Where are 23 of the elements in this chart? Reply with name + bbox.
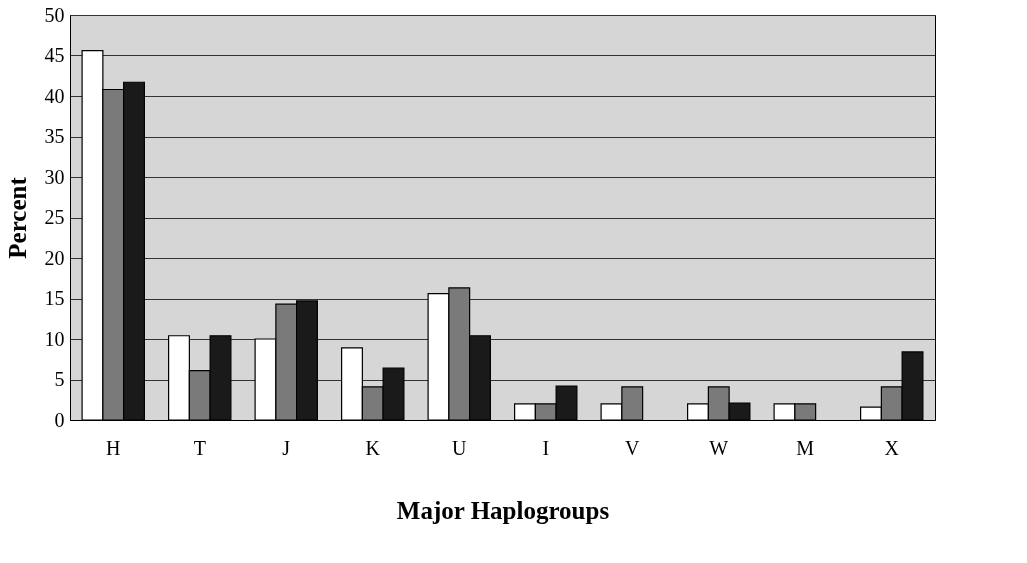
x-axis-title: Major Haplogroups xyxy=(396,496,610,524)
y-tick-label: 30 xyxy=(44,165,65,188)
x-tick-label: W xyxy=(709,436,729,459)
x-tick-label: M xyxy=(796,436,815,459)
y-tick-label: 20 xyxy=(44,246,65,269)
x-tick-label: T xyxy=(193,436,206,459)
y-tick-label: 40 xyxy=(44,84,65,107)
y-tick-label: 0 xyxy=(54,408,65,431)
x-tick-label: U xyxy=(452,436,468,459)
x-tick-label: I xyxy=(542,436,550,459)
y-tick-label: 5 xyxy=(54,368,65,390)
x-tick-label: J xyxy=(282,436,291,459)
y-axis-title: Percent xyxy=(3,176,31,259)
x-tick-label: K xyxy=(365,436,381,459)
y-tick-label: 45 xyxy=(44,44,65,66)
x-tick-label: V xyxy=(625,436,641,459)
x-tick-label: H xyxy=(106,436,121,459)
x-tick-label: X xyxy=(884,436,900,459)
y-tick-label: 35 xyxy=(44,125,65,147)
y-tick-label: 15 xyxy=(44,287,65,309)
y-tick-label: 10 xyxy=(44,327,65,350)
y-tick-label: 50 xyxy=(44,3,65,26)
y-tick-label: 25 xyxy=(44,206,65,228)
